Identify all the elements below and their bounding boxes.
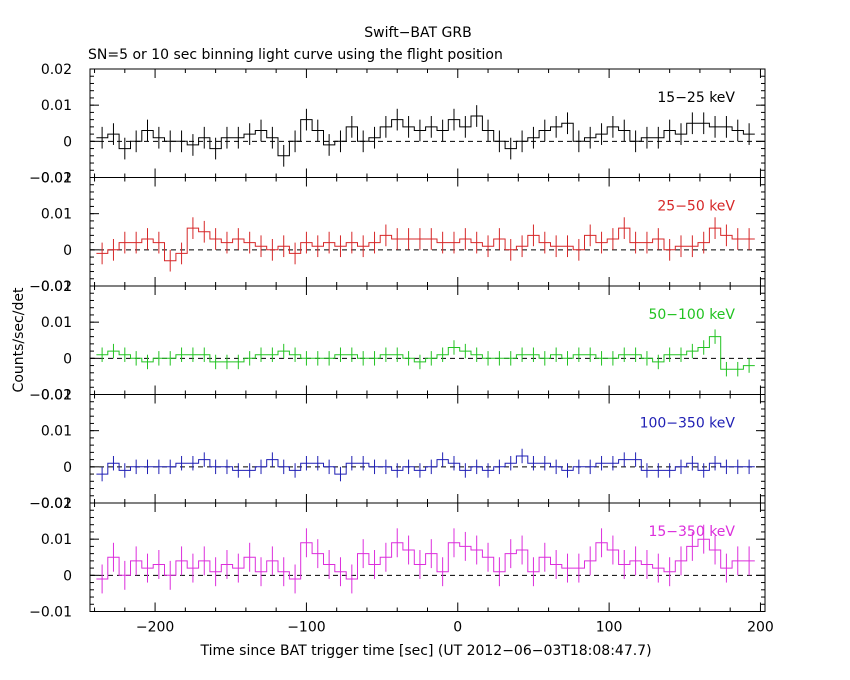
panel-frame [89,285,766,395]
y-tick-label: 0.02 [41,62,72,78]
band-label: 100−350 keV [640,416,736,432]
y-tick-label: 0.01 [41,424,72,440]
y-tick-label: 0 [63,243,72,259]
panels-group: −0.01 0 0.01 0.02 15−25 keV −0.01 0 0.01 0.02 25−… [29,62,766,621]
y-tick-label: −0.01 [29,388,72,404]
x-tick-label: −200 [136,620,174,636]
x-axis-label: Time since BAT trigger time [sec] (UT 20… [199,643,651,659]
band-label: 25−50 keV [657,199,735,215]
y-tick-label: −0.01 [29,605,72,621]
y-tick-label: −0.01 [29,279,72,295]
band-label: 15−25 keV [657,90,735,106]
y-tick-label: 0 [63,568,72,584]
x-tick-label: 0 [453,620,462,636]
y-tick-label: 0 [63,460,72,476]
y-tick-label: 0 [63,134,72,150]
panel-3: −0.01 0 0.01 0.02 50−100 keV [29,279,766,404]
panel-frame [89,502,766,612]
panel-frame [89,394,766,504]
series-step-line [96,115,755,157]
series-step-line [96,227,755,262]
y-tick-label: −0.01 [29,496,72,512]
y-tick-label: 0.01 [41,315,72,331]
panel-frame [89,68,766,178]
chart-subtitle: SN=5 or 10 sec binning light curve using… [88,47,503,63]
x-tick-label: 200 [747,620,774,636]
y-tick-label: 0.01 [41,98,72,114]
y-tick-label: 0.02 [41,279,72,295]
x-tick-label: 100 [596,620,623,636]
panel-2: −0.01 0 0.01 0.02 25−50 keV [29,171,766,295]
x-tick-labels: −200 −100 0 100 200 [136,620,774,636]
band-label: 15−350 keV [648,524,735,540]
y-tick-label: 0.02 [41,388,72,404]
y-axis-label: Counts/sec/det [11,287,27,392]
series-step-line [96,455,755,475]
panel-frame [89,177,766,287]
band-label: 50−100 keV [648,307,735,323]
panel-4: −0.01 0 0.01 0.02 100−350 keV [29,388,766,512]
y-tick-label: 0.01 [41,532,72,548]
panel-5: −0.01 0 0.01 0.02 15−350 keV [29,496,766,621]
series-step-line [96,336,755,370]
y-tick-label: 0.01 [41,207,72,223]
panel-1: −0.01 0 0.01 0.02 15−25 keV [29,62,766,187]
y-tick-label: 0.02 [41,171,72,187]
y-tick-label: 0.02 [41,496,72,512]
chart-title: Swift−BAT GRB [364,25,471,41]
series-step-line [96,538,755,580]
y-tick-label: −0.01 [29,171,72,187]
y-tick-label: 0 [63,351,72,367]
x-tick-label: −100 [287,620,325,636]
